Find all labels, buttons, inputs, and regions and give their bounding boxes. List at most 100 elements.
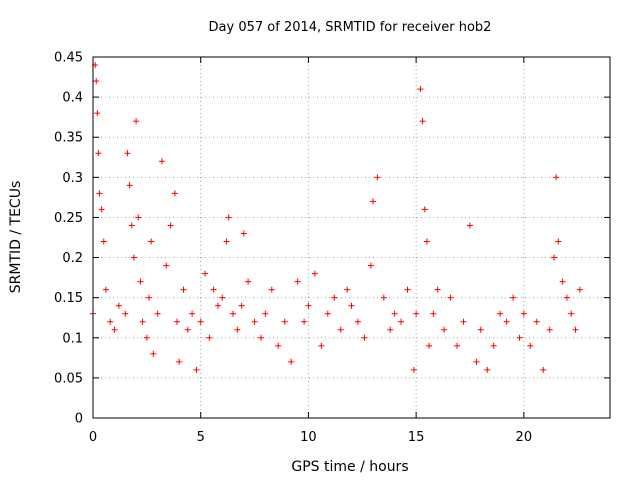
data-point bbox=[419, 118, 426, 125]
plot-frame bbox=[92, 56, 611, 419]
data-point bbox=[318, 342, 325, 349]
data-point bbox=[148, 238, 155, 245]
data-point bbox=[503, 318, 510, 325]
data-point bbox=[96, 190, 103, 197]
data-point bbox=[510, 294, 517, 301]
y-tick-label: 0.3 bbox=[62, 171, 83, 186]
data-point bbox=[154, 310, 161, 317]
data-point bbox=[294, 278, 301, 285]
data-point bbox=[128, 222, 135, 229]
data-point bbox=[305, 302, 312, 309]
data-point bbox=[473, 358, 480, 365]
data-point bbox=[95, 150, 102, 157]
data-point bbox=[497, 310, 504, 317]
chart-title: Day 057 of 2014, SRMTID for receiver hob… bbox=[209, 20, 492, 35]
data-point bbox=[348, 302, 355, 309]
data-point bbox=[111, 326, 118, 333]
data-point bbox=[466, 222, 473, 229]
data-point bbox=[107, 318, 114, 325]
data-point bbox=[102, 286, 109, 293]
data-point bbox=[238, 302, 245, 309]
data-point bbox=[426, 342, 433, 349]
data-point bbox=[139, 318, 146, 325]
data-point bbox=[174, 318, 181, 325]
data-point bbox=[361, 334, 368, 341]
data-point bbox=[311, 270, 318, 277]
data-point bbox=[555, 238, 562, 245]
data-point bbox=[477, 326, 484, 333]
y-tick-label: 0.15 bbox=[54, 291, 83, 306]
data-point bbox=[167, 222, 174, 229]
data-point bbox=[421, 206, 428, 213]
data-point bbox=[553, 174, 560, 181]
data-point bbox=[214, 302, 221, 309]
data-point bbox=[331, 294, 338, 301]
data-point bbox=[275, 342, 282, 349]
data-point bbox=[281, 318, 288, 325]
data-point bbox=[301, 318, 308, 325]
data-point bbox=[176, 358, 183, 365]
y-tick-label: 0.45 bbox=[54, 51, 83, 66]
data-point bbox=[258, 334, 265, 341]
x-axis-title: GPS time / hours bbox=[291, 459, 408, 475]
data-point bbox=[520, 310, 527, 317]
data-point bbox=[410, 366, 417, 373]
data-point bbox=[163, 262, 170, 269]
y-tick-label: 0.2 bbox=[62, 251, 83, 266]
data-point bbox=[354, 318, 361, 325]
data-point bbox=[115, 302, 122, 309]
data-point bbox=[234, 326, 241, 333]
data-point bbox=[143, 334, 150, 341]
data-point bbox=[398, 318, 405, 325]
y-tick-label: 0 bbox=[75, 412, 83, 427]
data-point bbox=[533, 318, 540, 325]
data-point bbox=[245, 278, 252, 285]
data-point bbox=[262, 310, 269, 317]
data-point bbox=[137, 278, 144, 285]
data-point bbox=[417, 86, 424, 93]
data-point bbox=[460, 318, 467, 325]
data-point bbox=[344, 286, 351, 293]
data-point bbox=[240, 230, 247, 237]
data-point bbox=[202, 270, 209, 277]
data-point bbox=[454, 342, 461, 349]
data-point bbox=[337, 326, 344, 333]
data-point bbox=[158, 158, 165, 165]
data-point bbox=[576, 286, 583, 293]
data-point bbox=[251, 318, 258, 325]
data-point bbox=[230, 310, 237, 317]
data-point bbox=[441, 326, 448, 333]
data-point bbox=[133, 118, 140, 125]
data-point bbox=[563, 294, 570, 301]
data-point bbox=[380, 294, 387, 301]
axis-ticks: 0 0.05 0.1 0.15 0.2 0.25 0.3 0.35 0.4 0.45 0 5 10 15 2… bbox=[54, 51, 610, 445]
y-tick-label: 0.35 bbox=[54, 131, 83, 146]
y-axis-title: SRMTID / TECUs bbox=[8, 181, 24, 294]
y-tick-label: 0.1 bbox=[62, 331, 83, 346]
data-point bbox=[484, 366, 491, 373]
data-point bbox=[324, 310, 331, 317]
data-point bbox=[434, 286, 441, 293]
data-point bbox=[527, 342, 534, 349]
data-point bbox=[423, 238, 430, 245]
data-point bbox=[404, 286, 411, 293]
data-point bbox=[210, 286, 217, 293]
data-point bbox=[98, 206, 105, 213]
data-point bbox=[124, 150, 131, 157]
data-point bbox=[568, 310, 575, 317]
data-point bbox=[180, 286, 187, 293]
data-point bbox=[94, 110, 101, 117]
data-point bbox=[391, 310, 398, 317]
x-tick-label: 0 bbox=[89, 430, 97, 445]
x-tick-label: 10 bbox=[300, 430, 317, 445]
data-point bbox=[447, 294, 454, 301]
data-point bbox=[93, 78, 100, 85]
data-point bbox=[206, 334, 213, 341]
data-point bbox=[367, 262, 374, 269]
y-tick-label: 0.4 bbox=[62, 91, 83, 106]
data-point bbox=[146, 294, 153, 301]
data-point bbox=[122, 310, 129, 317]
data-point bbox=[126, 182, 133, 189]
x-tick-label: 5 bbox=[197, 430, 205, 445]
